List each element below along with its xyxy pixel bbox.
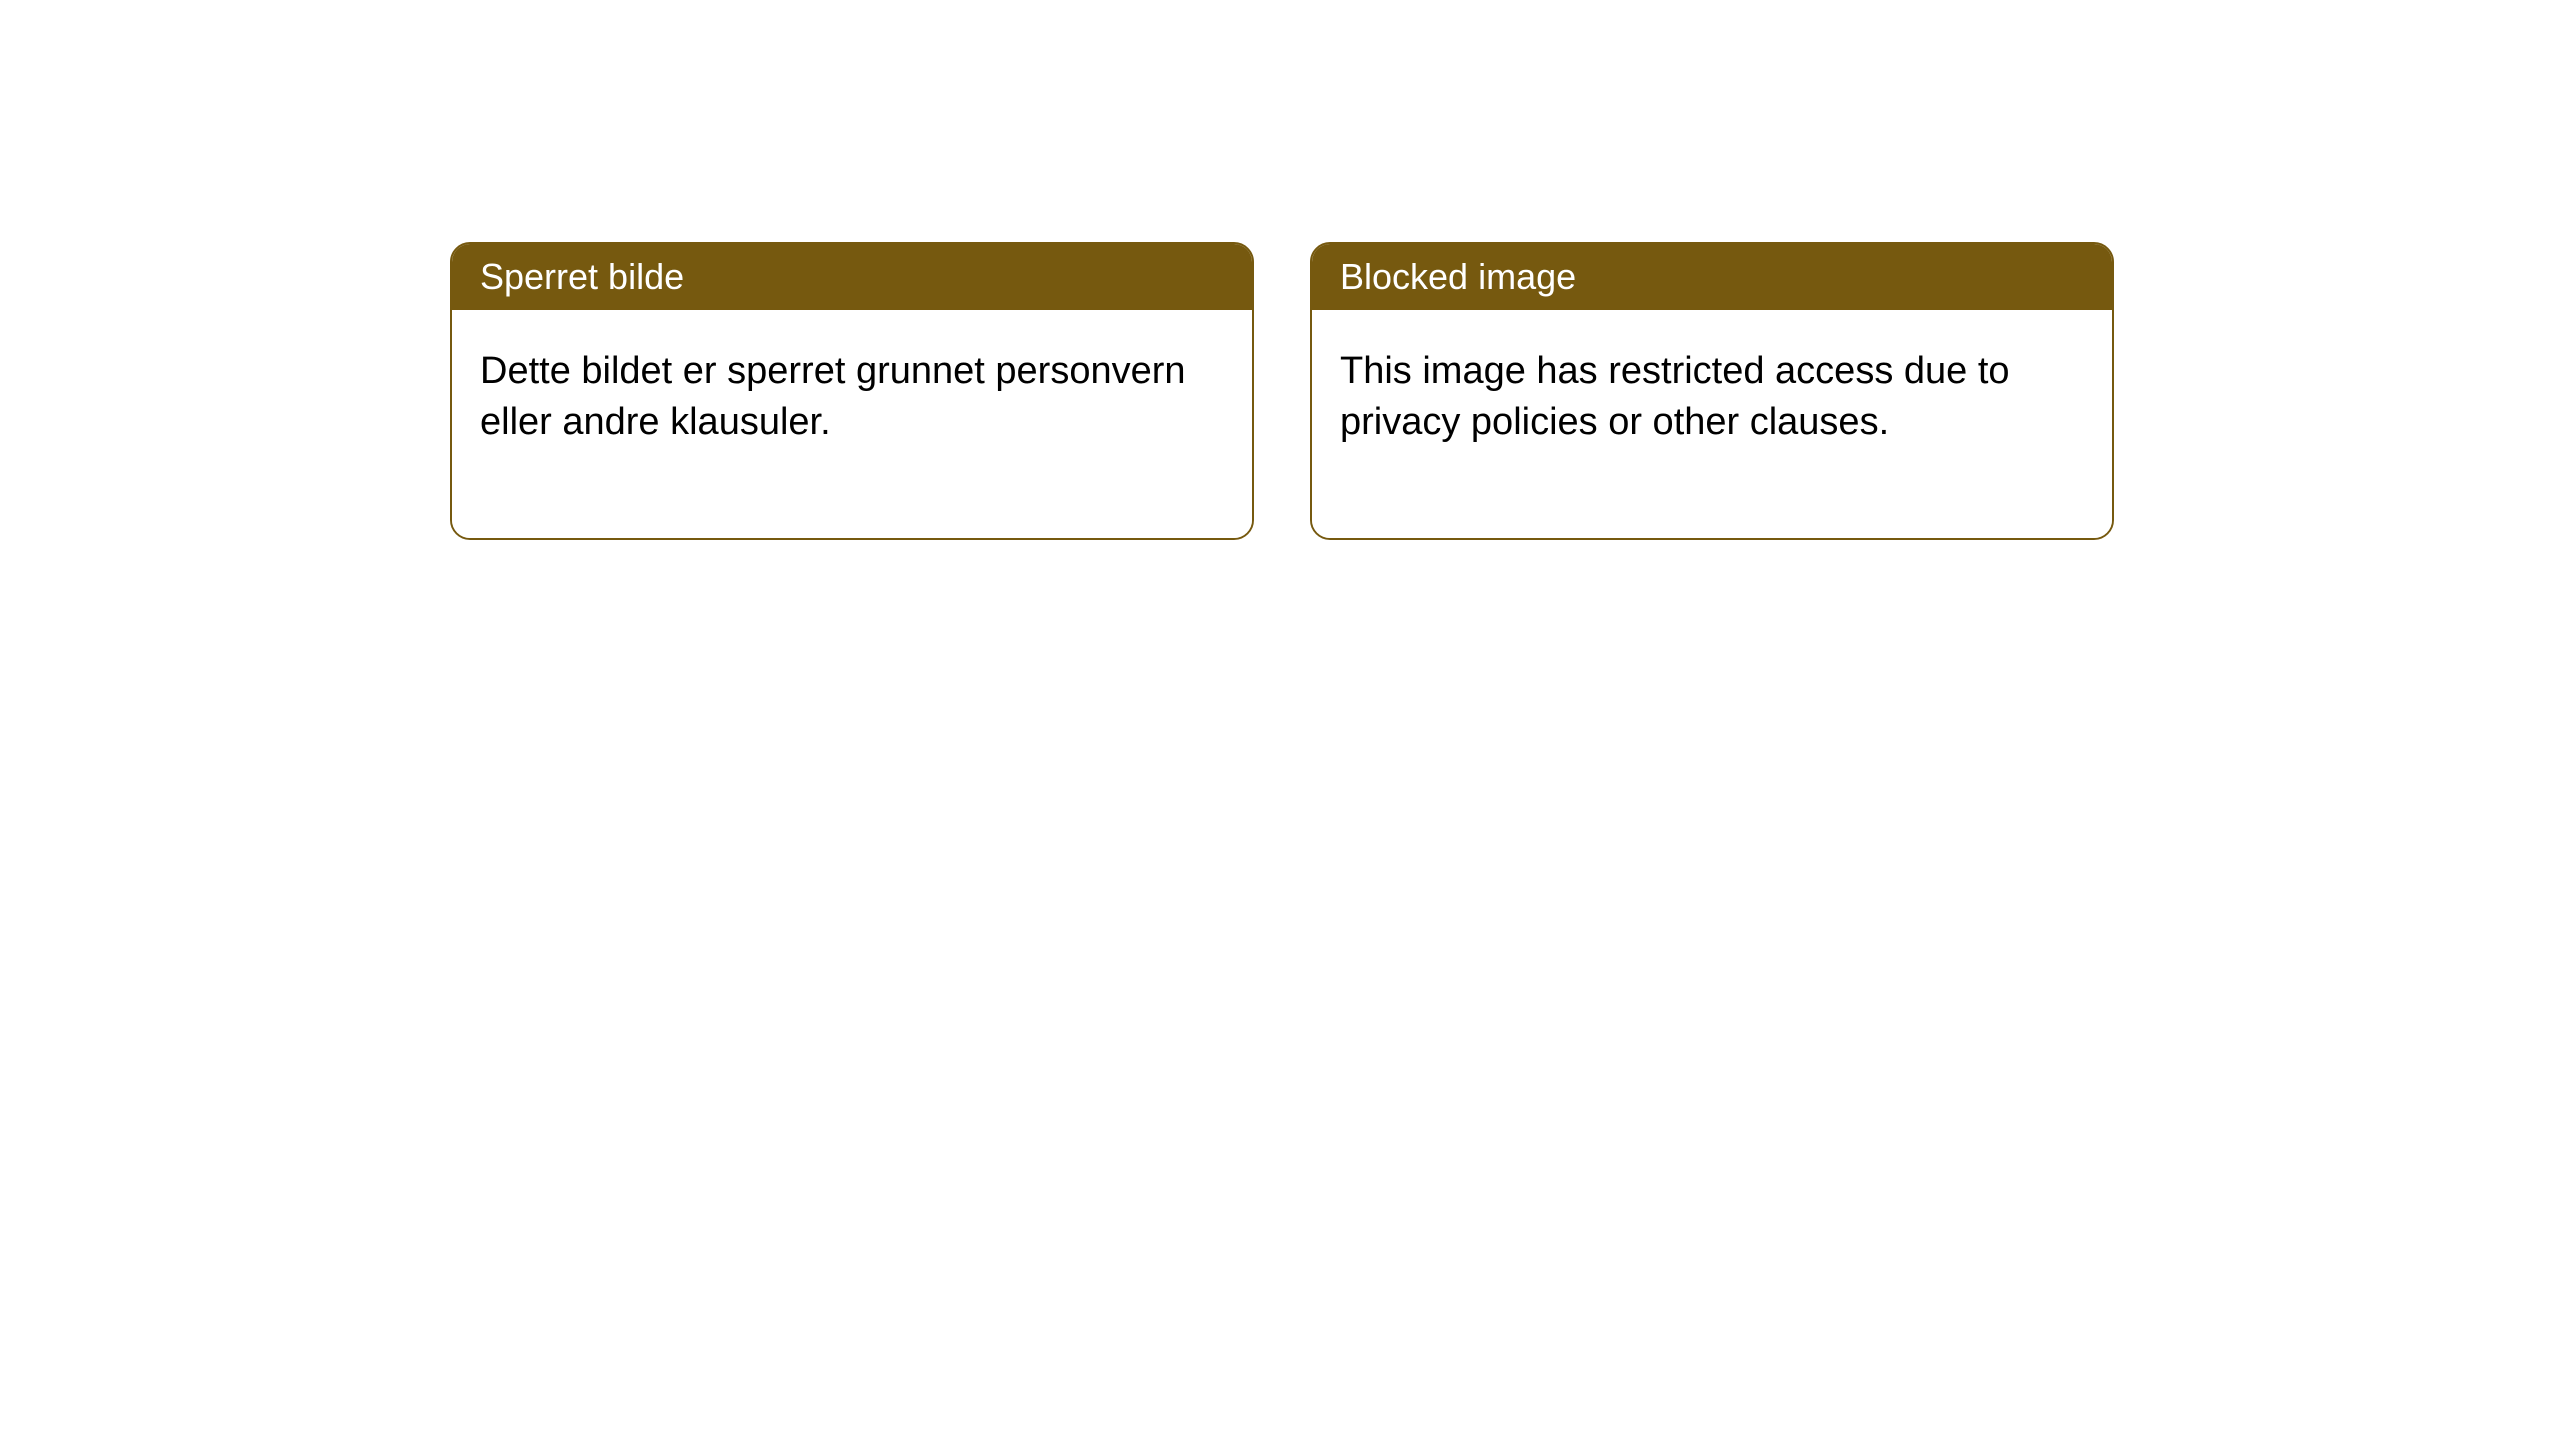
notice-title-english: Blocked image: [1312, 244, 2112, 310]
notice-card-english: Blocked image This image has restricted …: [1310, 242, 2114, 540]
notice-body-norwegian: Dette bildet er sperret grunnet personve…: [452, 310, 1252, 538]
notice-cards-row: Sperret bilde Dette bildet er sperret gr…: [0, 0, 2560, 540]
notice-card-norwegian: Sperret bilde Dette bildet er sperret gr…: [450, 242, 1254, 540]
notice-title-norwegian: Sperret bilde: [452, 244, 1252, 310]
notice-body-english: This image has restricted access due to …: [1312, 310, 2112, 538]
